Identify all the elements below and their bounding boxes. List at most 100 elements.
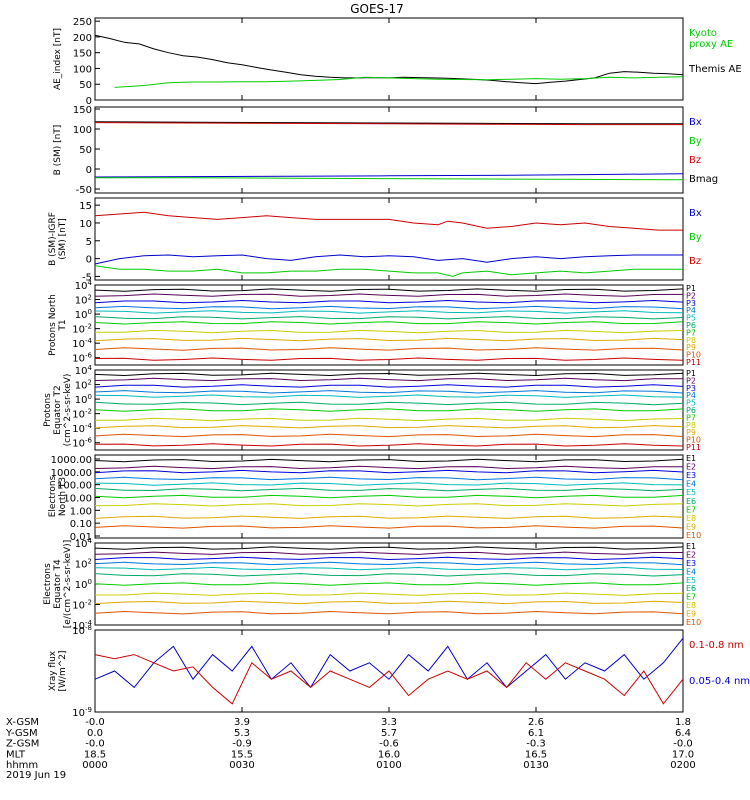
channel-line-4 [94,476,684,481]
footer-value: 16.0 [378,749,400,760]
legend-entry: P4 [686,306,696,315]
y-axis-label: Equator T4 [53,559,63,609]
series-by [95,177,684,181]
legend-entry: E5 [686,576,696,585]
channel-line-5 [94,482,684,486]
y-tick-label: -50 [76,185,92,196]
channel-line-2 [94,551,683,555]
footer-value: 3.3 [381,717,397,728]
channel-line-9 [94,600,684,605]
y-axis-label: (SM) [nT] [58,218,68,260]
channel-line-7 [94,321,684,325]
channel-line-8 [94,329,684,334]
channel-line-7 [94,582,684,586]
panel-7: Electrons Equator T4 [e/(cm^2-s-sr-keV)] 10… [43,537,701,632]
channel-line-4 [94,390,684,394]
footer-ephemeris: X-GSM -0.0 3.9 3.3 2.6 1.8 Y-GSM 0.0 5.3 5.7 6.1 6.… [5,717,696,771]
legend-entry: P11 [686,358,701,367]
series-0-1-0-8-nm [94,654,684,705]
legend-entry: P5 [686,399,696,408]
channel-line-6 [94,573,684,577]
channel-line-9 [94,337,684,342]
legend-entry: E8 [686,601,696,610]
y-axis-label: AE_index [nT] [53,28,63,90]
footer-value: 0200 [670,760,695,771]
channel-line-3 [94,299,684,304]
footer-value: 0.0 [87,728,103,739]
legend-entry: P9 [686,343,696,352]
date-label: 2019 Jun 19 [6,770,66,781]
y-tick-label: 1.00 [70,506,92,517]
y-tick-label: 50 [79,145,92,156]
legend-entry: P8 [686,421,696,430]
y-tick-label: 104 [75,364,93,377]
channel-line-8 [95,592,684,596]
legend-entry: 0.05-0.4 nm [689,676,750,687]
y-tick-label: 10-6 [72,352,92,365]
y-tick-label: 1000.00 [51,468,92,479]
legend-entry: Bx [689,208,702,219]
footer-value: 15.5 [231,749,253,760]
y-axis-label: North T3 [58,477,68,516]
channel-line-5 [94,566,684,571]
y-tick-label: 10-8 [72,624,92,637]
channel-line-10 [94,433,684,438]
y-tick-label: 100 [75,308,92,321]
channel-line-3 [94,469,684,474]
legend-entry: 0.1-0.8 nm [689,640,744,651]
channel-line-10 [94,610,684,615]
y-tick-label: -5 [82,272,92,283]
channel-line-10 [94,347,684,351]
legend-entry: E2 [686,463,696,472]
y-tick-label: 250 [73,17,92,28]
legend-entry: P9 [686,428,696,437]
legend-entry: P10 [686,351,701,360]
y-tick-label: 10 [79,219,92,230]
y-tick-label: 10-9 [72,706,92,719]
channel-line-8 [95,417,684,422]
channel-line-1 [94,546,684,550]
footer-value: 0130 [523,760,548,771]
legend-entry: proxy AE [689,39,733,50]
legend-entry: E9 [686,522,696,531]
channel-line-2 [94,465,683,470]
legend-entry: E9 [686,610,696,619]
channel-line-3 [94,384,684,388]
footer-value: 5.7 [381,728,397,739]
legend-entry: E8 [686,514,696,523]
channel-line-7 [94,494,684,499]
footer-value: -0.9 [232,739,252,750]
y-tick-label: 10-4 [72,337,92,350]
legend-entry: Kyoto [689,28,717,39]
y-tick-label: 150 [73,49,92,60]
panel-frame [94,369,684,451]
legend-entry: Bz [689,256,701,267]
y-tick-label: 0.01 [70,532,92,543]
y-tick-label: 10-2 [72,599,92,612]
legend-entry: E2 [686,550,696,559]
footer-value: -0.0 [673,739,693,750]
legend-entry: P8 [686,336,696,345]
y-tick-label: 100 [75,393,92,406]
y-axis-label: Xray flux [48,650,58,691]
channel-line-10 [94,525,684,529]
footer-value: 0030 [229,760,254,771]
y-tick-label: 0.10 [70,519,92,530]
y-axis-label: Equator T2 [53,385,63,434]
panel-frame [94,284,684,366]
series-bz [94,122,683,126]
legend-entry: E4 [686,480,696,489]
legend-entry: P6 [686,321,696,330]
legend-entry: E10 [686,531,701,540]
legend-entry: Bz [689,155,701,166]
footer-value: 5.3 [234,728,250,739]
y-tick-label: 5 [86,237,92,248]
legend-entry: P5 [686,314,696,323]
legend-entry: P1 [686,284,696,293]
legend-entry: P4 [686,391,696,400]
y-tick-label: 15 [79,201,92,212]
